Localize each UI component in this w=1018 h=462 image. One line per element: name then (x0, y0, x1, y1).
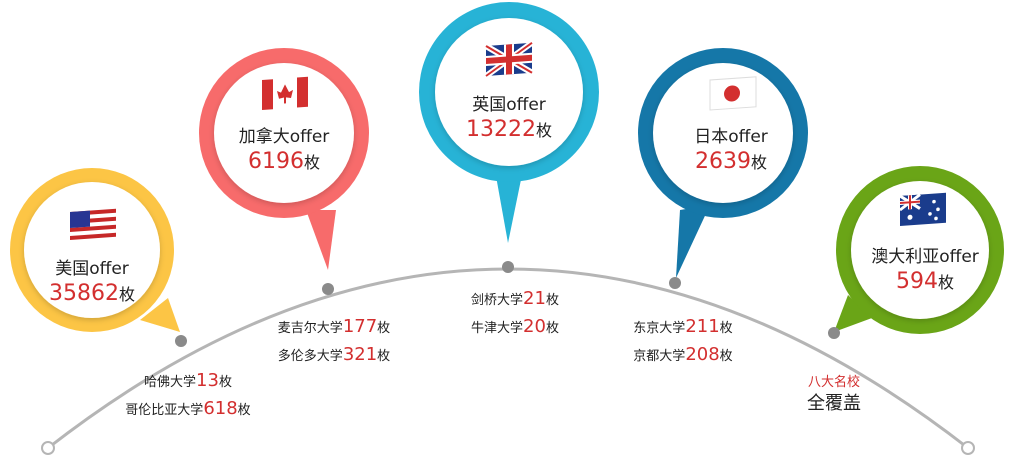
school-unit: 枚 (719, 321, 733, 336)
pin-canada-tail (306, 210, 336, 270)
pin-japan-tail (676, 205, 710, 278)
school-list-us: 哈佛大学13枚 哥伦比亚大学618枚 (103, 368, 273, 424)
offer-count-japan-unit: 枚 (750, 153, 767, 172)
japan-flag-icon (709, 76, 757, 111)
offer-count-us: 35862枚 (7, 280, 177, 309)
school-count: 208 (685, 344, 720, 365)
school-unit: 枚 (719, 349, 733, 364)
school-item: 东京大学211枚 (598, 314, 768, 342)
school-name: 哥伦比亚大学 (125, 403, 204, 418)
arc-dot-3 (502, 261, 514, 273)
offer-count-australia: 594枚 (840, 268, 1010, 297)
arc-dot-5 (828, 327, 840, 339)
coverage-note-big: 全覆盖 (807, 393, 861, 414)
school-count: 211 (685, 316, 720, 337)
school-count: 618 (203, 398, 238, 419)
school-name: 多伦多大学 (277, 349, 343, 364)
school-item: 多伦多大学321枚 (249, 342, 419, 370)
offer-count-canada: 6196枚 (199, 148, 369, 177)
offer-count-uk-value: 13222 (465, 117, 536, 142)
country-label-australia: 澳大利亚offer (871, 247, 979, 267)
offer-count-japan: 2639枚 (646, 148, 816, 177)
school-name: 东京大学 (633, 321, 686, 336)
school-item: 麦吉尔大学177枚 (249, 314, 419, 342)
school-unit: 枚 (377, 349, 391, 364)
country-label-japan: 日本offer (694, 127, 768, 147)
school-name: 牛津大学 (471, 321, 524, 336)
offer-count-us-unit: 枚 (118, 285, 135, 304)
coverage-note-small: 八大名校 (807, 375, 860, 390)
arc-dot-4 (669, 277, 681, 289)
offer-count-canada-value: 6196 (247, 149, 304, 174)
coverage-note: 八大名校 全覆盖 (774, 374, 894, 416)
bubble-uk-text: 英国offer 13222枚 (424, 94, 594, 145)
pin-uk-tail (494, 165, 524, 243)
pin-japan (638, 48, 808, 278)
school-unit: 枚 (545, 293, 559, 308)
pin-canada (199, 48, 369, 270)
school-item: 剑桥大学21枚 (430, 286, 600, 314)
pin-uk-face (435, 18, 583, 166)
school-list-uk: 剑桥大学21枚 牛津大学20枚 (430, 286, 600, 342)
school-unit: 枚 (377, 321, 391, 336)
school-count: 321 (342, 344, 378, 365)
offer-count-australia-value: 594 (895, 269, 938, 294)
country-label-canada: 加拿大offer (238, 127, 330, 147)
pin-canada-face (214, 63, 354, 203)
school-name: 剑桥大学 (471, 293, 524, 308)
pin-us (10, 168, 180, 332)
pin-japan-face (653, 63, 793, 203)
school-item: 哈佛大学13枚 (103, 368, 273, 396)
school-list-japan: 东京大学211枚 京都大学208枚 (598, 314, 768, 370)
pin-australia-face (851, 181, 989, 319)
country-label-uk: 英国offer (472, 95, 546, 115)
arc-dot-1 (175, 335, 187, 347)
school-item: 京都大学208枚 (598, 342, 768, 370)
us-flag-icon (70, 208, 116, 242)
school-unit: 枚 (545, 321, 559, 336)
arc-end-right (961, 441, 975, 455)
bubble-us-text: 美国offer 35862枚 (7, 258, 177, 309)
school-name: 麦吉尔大学 (277, 321, 343, 336)
pin-australia-tail (834, 295, 872, 332)
canada-flag-icon (262, 76, 308, 110)
school-count: 20 (523, 316, 546, 337)
bubble-japan-text: 日本offer 2639枚 (646, 126, 816, 177)
school-count: 21 (523, 288, 546, 309)
school-item: 哥伦比亚大学618枚 (103, 396, 273, 424)
school-unit: 枚 (218, 375, 232, 390)
australia-flag-icon (899, 192, 946, 226)
school-count: 13 (196, 370, 219, 391)
pin-us-face (24, 182, 160, 318)
school-count: 177 (342, 316, 378, 337)
country-label-us: 美国offer (55, 259, 129, 279)
school-name: 哈佛大学 (144, 375, 197, 390)
school-name: 京都大学 (633, 349, 686, 364)
arc-dot-2 (322, 283, 334, 295)
offer-count-us-value: 35862 (48, 281, 119, 306)
offer-count-japan-value: 2639 (694, 149, 751, 174)
uk-flag-icon (484, 40, 534, 79)
school-item: 牛津大学20枚 (430, 314, 600, 342)
bubble-australia-text: 澳大利亚offer 594枚 (840, 246, 1010, 297)
school-unit: 枚 (237, 403, 251, 418)
offer-count-canada-unit: 枚 (303, 153, 320, 172)
bubble-canada-text: 加拿大offer 6196枚 (199, 126, 369, 177)
offer-count-australia-unit: 枚 (937, 273, 954, 292)
school-list-canada: 麦吉尔大学177枚 多伦多大学321枚 (249, 314, 419, 370)
pin-australia (834, 166, 1004, 334)
offer-count-uk-unit: 枚 (535, 121, 552, 140)
offer-count-uk: 13222枚 (424, 116, 594, 145)
pin-uk (419, 2, 599, 243)
arc-end-left (41, 441, 55, 455)
pin-us-tail (140, 298, 180, 332)
